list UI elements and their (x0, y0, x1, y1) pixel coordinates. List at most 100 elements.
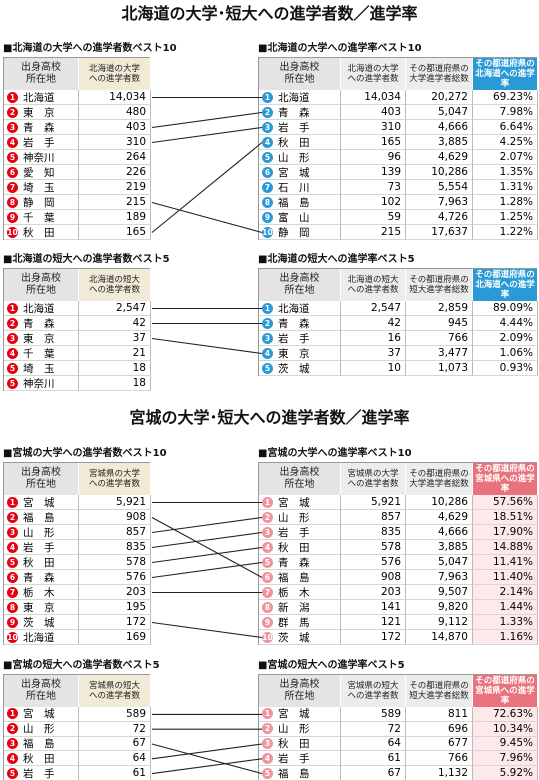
name-cell: 6 愛 知 (4, 165, 79, 180)
value-cell: 4.44% (473, 316, 538, 331)
name-cell: 9 群 馬 (259, 615, 341, 630)
rank-badge: 1 (7, 91, 18, 103)
rank-badge: 5 (262, 151, 273, 163)
connector-line (151, 758, 263, 775)
prefecture-name: 東 京 (278, 347, 310, 360)
prefecture-name: 愛 知 (23, 166, 55, 179)
rank-badge: 4 (262, 136, 273, 148)
rank-badge: 3 (262, 121, 273, 133)
value-cell: 21 (79, 346, 151, 361)
prefecture-name: 山 形 (278, 151, 310, 164)
table-title: ■北海道の短大への進学者数ベスト5 (3, 254, 170, 265)
header-line: 出身高校 (21, 679, 61, 690)
header-line: 宮城県の大学 (347, 469, 399, 479)
value-cell: 57.56% (473, 495, 538, 510)
value-cell: 696 (406, 721, 473, 737)
connector-line (151, 516, 263, 534)
header-line: への進学者数 (347, 74, 399, 84)
header-line: への進学者数 (88, 479, 140, 489)
prefecture-name: 岩 手 (278, 121, 310, 134)
name-cell: 7 栃 木 (4, 585, 79, 600)
header-cell: 宮城県の短大 への進学者数 (341, 675, 406, 707)
name-cell: 3 東 京 (4, 331, 79, 346)
name-cell: 5 福 島 (259, 766, 341, 780)
value-cell: 1.33% (473, 615, 538, 630)
value-cell: 578 (79, 555, 151, 570)
connector-line (151, 142, 263, 233)
value-cell: 2.14% (473, 585, 538, 600)
prefecture-name: 栃 木 (278, 586, 310, 599)
name-cell: 4 秋 田 (4, 751, 79, 767)
value-cell: 72 (79, 721, 151, 737)
header-cell: その都道府県の 北海道への進学率 (473, 269, 538, 301)
value-cell: 69.23% (473, 90, 538, 105)
prefecture-name: 群 馬 (278, 616, 310, 629)
name-cell: 4 千 葉 (4, 346, 79, 361)
header-cell: その都道府県の 宮城県への進学率 (473, 463, 538, 495)
prefecture-name: 秋 田 (278, 136, 310, 149)
value-cell: 6.64% (473, 120, 538, 135)
name-cell: 2 福 島 (4, 510, 79, 525)
prefecture-name: 岩 手 (23, 767, 55, 780)
value-cell: 7,963 (406, 195, 473, 210)
value-cell: 766 (406, 751, 473, 767)
name-cell: 4 岩 手 (4, 540, 79, 555)
connector-line (151, 126, 263, 144)
rank-badge: 5 (7, 151, 18, 163)
name-cell: 3 岩 手 (259, 525, 341, 540)
value-cell: 7.96% (473, 751, 538, 767)
prefecture-name: 東 京 (23, 106, 55, 119)
value-cell: 67 (341, 766, 406, 780)
name-cell: 8 新 潟 (259, 600, 341, 615)
prefecture-name: 福 島 (278, 571, 310, 584)
rank-badge: 5 (7, 362, 18, 374)
header-line: その都道府県の (409, 469, 469, 479)
name-cell: 4 岩 手 (259, 751, 341, 767)
prefecture-name: 茨 城 (23, 616, 55, 629)
rank-badge: 10 (262, 226, 273, 238)
header-cell: 出身高校 所在地 (4, 463, 79, 495)
value-cell: 1,073 (406, 361, 473, 376)
header-line: 北海道の短大 (88, 275, 140, 285)
value-cell: 14,870 (406, 630, 473, 645)
value-cell: 203 (341, 585, 406, 600)
name-cell: 6 福 島 (259, 570, 341, 585)
value-cell: 1.31% (473, 180, 538, 195)
header-cell: その都道府県の 大学進学者総数 (406, 463, 473, 495)
value-cell: 4,666 (406, 120, 473, 135)
connector-line (151, 743, 263, 760)
connector-line (151, 546, 263, 564)
value-cell: 121 (341, 615, 406, 630)
value-cell: 14.88% (473, 540, 538, 555)
name-cell: 1 北海道 (4, 301, 79, 316)
connector-line (151, 201, 263, 234)
rank-badge: 4 (7, 347, 18, 359)
value-cell: 2,547 (79, 301, 151, 316)
rank-badge: 3 (262, 737, 273, 749)
header-line: 大学進学者総数 (409, 479, 469, 489)
rank-badge: 10 (262, 631, 273, 643)
name-cell: 5 山 形 (259, 150, 341, 165)
table: 出身高校 所在地 北海道の短大 への進学者数 1 北海道 2,547 2 青 森 42 3 東 京 37… (3, 268, 151, 391)
name-cell: 7 栃 木 (259, 585, 341, 600)
rank-badge: 9 (262, 211, 273, 223)
value-cell: 1.06% (473, 346, 538, 361)
header-line: 所在地 (284, 74, 315, 85)
connector-line (151, 743, 263, 775)
prefecture-name: 東 京 (23, 601, 55, 614)
value-cell: 576 (341, 555, 406, 570)
value-cell: 172 (341, 630, 406, 645)
rank-badge: 5 (262, 362, 273, 374)
value-cell: 73 (341, 180, 406, 195)
header-cell: 出身高校 所在地 (259, 463, 341, 495)
prefecture-name: 青 森 (278, 106, 310, 119)
prefecture-name: 神奈川 (23, 377, 55, 390)
value-cell: 18 (79, 376, 151, 391)
rank-badge: 2 (7, 511, 18, 523)
header-line: 出身高校 (21, 273, 61, 284)
prefecture-name: 岩 手 (23, 541, 55, 554)
value-cell: 195 (79, 600, 151, 615)
value-cell: 61 (341, 751, 406, 767)
value-cell: 17,637 (406, 225, 473, 240)
